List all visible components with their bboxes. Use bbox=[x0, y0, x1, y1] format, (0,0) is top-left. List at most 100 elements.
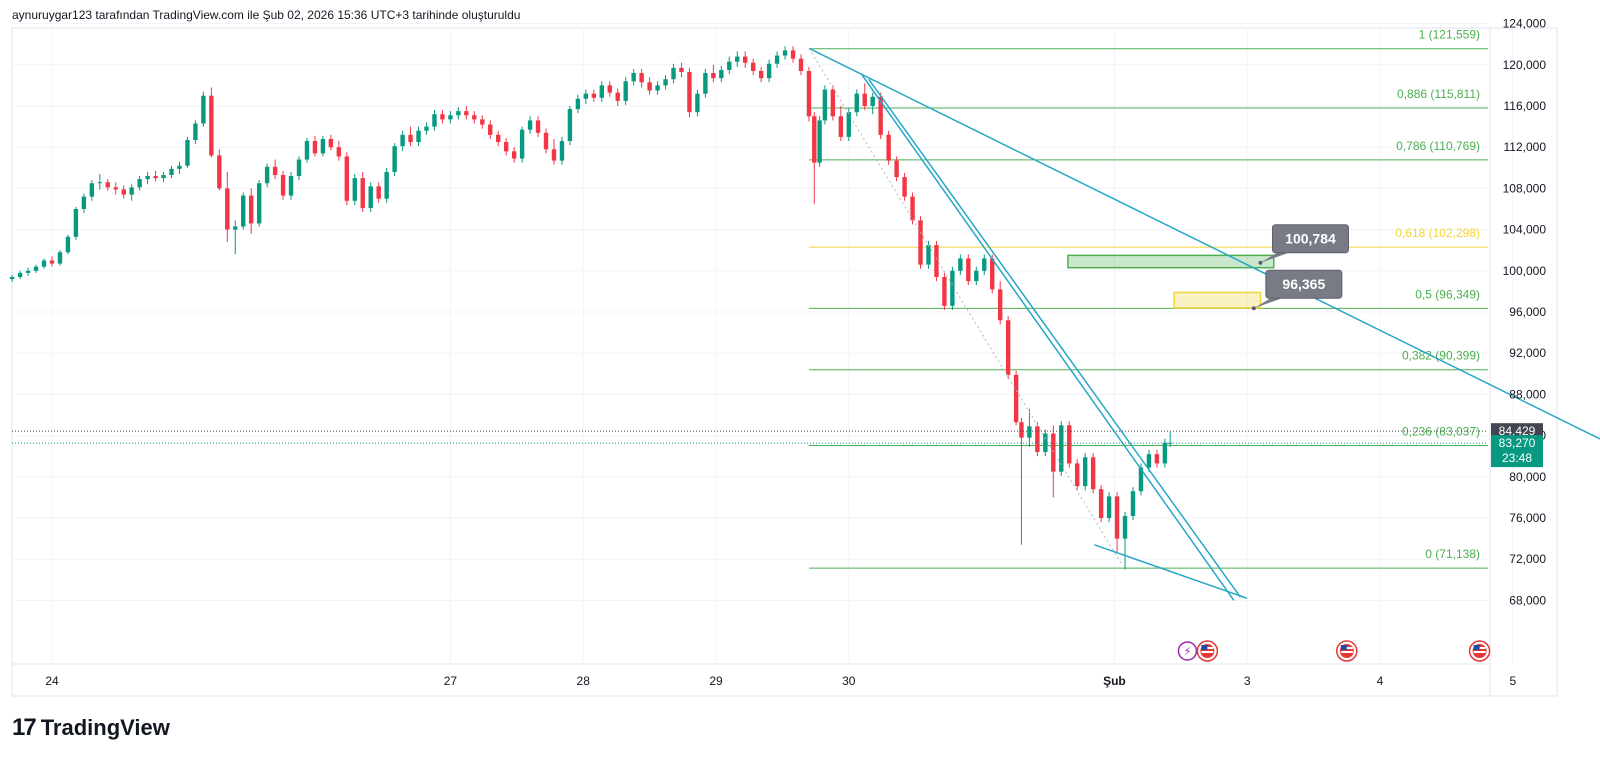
price-zones[interactable] bbox=[1067, 254, 1275, 309]
price-tick-label: 92,000 bbox=[1509, 346, 1546, 360]
time-axis[interactable]: 2427282930Şub34567 bbox=[45, 674, 1600, 688]
tradingview-logo-icon: 17 bbox=[12, 714, 37, 741]
time-tick-label: 28 bbox=[577, 674, 591, 688]
price-callouts[interactable]: 100,784 96,365 bbox=[1251, 224, 1349, 311]
time-tick-label: 24 bbox=[45, 674, 59, 688]
tradingview-logo[interactable]: 17 TradingView bbox=[12, 714, 170, 742]
candle-body bbox=[878, 96, 883, 135]
candle-body bbox=[575, 98, 581, 110]
candle-body bbox=[798, 58, 804, 71]
candle-body bbox=[910, 196, 915, 221]
candle-body bbox=[599, 85, 604, 98]
candle-body bbox=[249, 195, 254, 224]
candle-body bbox=[480, 119, 485, 125]
candle-body bbox=[535, 120, 541, 133]
time-tick-label: Şub bbox=[1103, 674, 1126, 688]
candle-body bbox=[161, 175, 166, 179]
price-tick-label: 108,000 bbox=[1503, 181, 1547, 195]
candle-body bbox=[1114, 496, 1120, 539]
candle-body bbox=[647, 82, 652, 91]
candle-body bbox=[177, 165, 182, 169]
candle-body bbox=[846, 112, 851, 137]
candle-body bbox=[81, 196, 87, 209]
candle-body bbox=[73, 209, 79, 237]
candle-body bbox=[511, 151, 517, 159]
candle-body bbox=[280, 175, 286, 196]
candle-body bbox=[663, 79, 668, 86]
callout-anchor bbox=[1251, 306, 1256, 311]
candle-body bbox=[113, 187, 118, 190]
candle-body bbox=[193, 123, 198, 140]
tradingview-wordmark: TradingView bbox=[40, 715, 170, 740]
time-tick-label: 27 bbox=[444, 674, 458, 688]
candle-body bbox=[368, 186, 373, 208]
candle-body bbox=[288, 176, 294, 196]
callout-box bbox=[1265, 269, 1343, 299]
candle-body bbox=[695, 93, 700, 113]
us-flag-canton bbox=[1201, 645, 1208, 650]
candle-body bbox=[743, 56, 748, 63]
candle-body bbox=[655, 85, 660, 91]
candle-body bbox=[1130, 491, 1136, 516]
trendline bbox=[868, 78, 1242, 598]
us-flag-stripe bbox=[1201, 651, 1214, 653]
callout-pointer bbox=[1253, 296, 1288, 309]
candle-body bbox=[328, 138, 334, 148]
candle-body bbox=[1043, 433, 1048, 453]
candlestick-series bbox=[9, 46, 1173, 570]
candle-body bbox=[1146, 454, 1152, 468]
candle-body bbox=[89, 183, 95, 197]
candle-body bbox=[241, 195, 246, 227]
price-tick-label: 96,000 bbox=[1509, 305, 1546, 319]
candle-body bbox=[49, 260, 55, 264]
candle-body bbox=[1098, 489, 1104, 518]
candle-body bbox=[934, 245, 939, 277]
candle-body bbox=[812, 116, 817, 163]
trendlines[interactable] bbox=[808, 47, 1600, 602]
fibonacci-retracement[interactable]: 1 (121,559) 0,886 (115,811) 0,786 (110,769… bbox=[808, 28, 1488, 569]
candle-body bbox=[464, 111, 469, 116]
candle-body bbox=[432, 114, 437, 127]
candle-body bbox=[727, 61, 732, 70]
candle-body bbox=[312, 141, 318, 154]
candle-body bbox=[758, 70, 764, 79]
callout-label: 100,784 bbox=[1285, 231, 1336, 247]
candle-body bbox=[256, 183, 262, 224]
candle-body bbox=[57, 252, 63, 264]
candle-body bbox=[838, 116, 844, 137]
us-flag-canton bbox=[1340, 645, 1347, 650]
candle-body bbox=[958, 258, 963, 271]
chart-header: aynuruygar123 tarafından TradingView.com… bbox=[12, 8, 521, 22]
candle-body bbox=[376, 186, 381, 199]
price-tick-label: 112,000 bbox=[1504, 140, 1547, 154]
candle-body bbox=[1122, 515, 1128, 539]
candle-body bbox=[894, 160, 899, 178]
time-tick-label: 29 bbox=[709, 674, 723, 688]
price-axis[interactable]: 124,000 120,000 116,000 112,000 108,000 104,0… bbox=[1503, 17, 1547, 608]
candle-body bbox=[225, 188, 230, 230]
candle-body bbox=[974, 270, 979, 282]
price-tick-label: 88,000 bbox=[1509, 387, 1546, 401]
candle-body bbox=[424, 126, 429, 131]
candle-body bbox=[822, 89, 828, 121]
time-tick-label: 4 bbox=[1377, 674, 1384, 688]
candle-body bbox=[121, 189, 126, 195]
candle-body bbox=[583, 93, 589, 99]
candle-body bbox=[1067, 425, 1072, 464]
candle-body bbox=[997, 289, 1003, 321]
candle-body bbox=[25, 270, 31, 273]
candle-body bbox=[982, 258, 987, 271]
candle-body bbox=[607, 85, 612, 93]
candle-body bbox=[488, 124, 493, 135]
candle-body bbox=[1082, 457, 1088, 487]
candle-body bbox=[1162, 442, 1168, 464]
price-zone bbox=[1067, 254, 1275, 269]
callout-box bbox=[1271, 224, 1349, 254]
candle-body bbox=[1035, 426, 1040, 453]
candle-body bbox=[687, 72, 692, 113]
event-markers[interactable]: ⚡ bbox=[1177, 640, 1600, 662]
candle-body bbox=[543, 132, 549, 150]
candle-body bbox=[153, 176, 158, 179]
candle-body bbox=[296, 159, 302, 177]
